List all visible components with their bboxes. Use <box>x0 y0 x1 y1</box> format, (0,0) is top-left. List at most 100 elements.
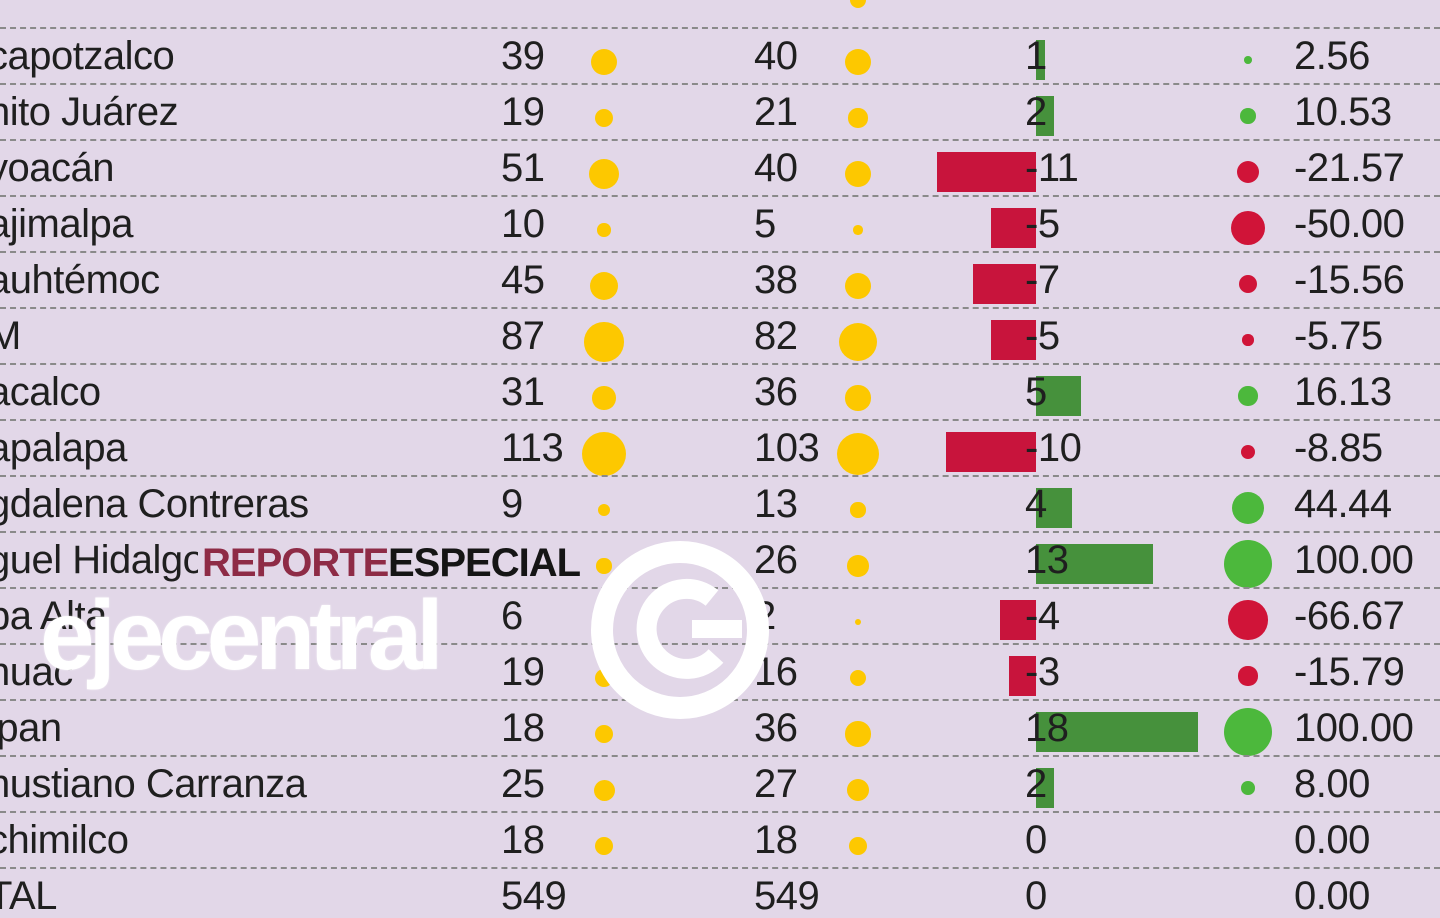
row-separator <box>0 139 1440 141</box>
table-row: M 87 82 -5 -5.75 <box>0 308 1440 364</box>
bubble-second <box>849 669 867 687</box>
value-percent: 8.00 <box>1294 762 1370 806</box>
value-percent: 44.44 <box>1294 482 1392 526</box>
diff-bar-decrease <box>937 152 1036 192</box>
value-second: 40 <box>754 34 798 78</box>
row-label: ajimalpa <box>0 202 133 246</box>
value-percent: -21.57 <box>1294 146 1405 190</box>
bubble-first <box>589 271 619 301</box>
value-percent: -5.75 <box>1294 314 1383 358</box>
pct-dot-increase <box>1241 781 1255 795</box>
table-row: auhtémoc 45 38 -7 -15.56 <box>0 252 1440 308</box>
diff-bar-increase <box>1036 488 1072 528</box>
bubble-first <box>598 616 610 628</box>
bubble-second <box>849 837 867 855</box>
row-separator <box>0 251 1440 253</box>
diff-bar-increase <box>1036 96 1054 136</box>
pct-dot-increase <box>1244 56 1252 64</box>
bubble-first <box>593 779 615 801</box>
value-second: 18 <box>754 818 798 862</box>
value-second: 26 <box>754 538 798 582</box>
bubble-first <box>584 322 624 362</box>
row-separator <box>0 419 1440 421</box>
value-first: 6 <box>501 594 523 638</box>
value-percent: -66.67 <box>1294 594 1405 638</box>
table-row: apalapa 113 103 -10 -8.85 <box>0 420 1440 477</box>
value-second: 38 <box>754 258 798 302</box>
value-second: 5 <box>754 202 776 246</box>
value-first: 19 <box>501 90 545 134</box>
value-second: 40 <box>754 146 798 190</box>
value-first: 13 <box>501 538 545 582</box>
row-separator <box>0 867 1440 869</box>
table-row: guel Hidalgo 13 26 13 100.00 <box>0 532 1440 588</box>
diff-bar-decrease <box>1000 600 1036 640</box>
value-first: 51 <box>501 146 545 190</box>
table-row: capotzalco 39 40 1 2.56 <box>0 28 1440 84</box>
value-percent: -15.79 <box>1294 650 1405 694</box>
bubble-second <box>847 555 869 577</box>
value-first: 87 <box>501 314 545 358</box>
value-difference: 13 <box>1025 538 1069 582</box>
bubble-second <box>855 619 861 625</box>
bubble-first <box>594 668 614 688</box>
bubble-first <box>595 837 613 855</box>
row-label: capotzalco <box>0 34 175 78</box>
value-percent: -50.00 <box>1294 202 1405 246</box>
pct-dot-decrease <box>1240 444 1256 460</box>
row-label: pa Alta <box>0 594 107 638</box>
bubble-first <box>592 386 616 410</box>
pct-dot-increase <box>1224 708 1272 756</box>
value-second: 27 <box>754 762 798 806</box>
bubble-first <box>597 223 611 237</box>
row-separator <box>0 363 1440 365</box>
row-label: huac <box>0 650 73 694</box>
value-first: 113 <box>501 426 564 470</box>
value-second: 36 <box>754 706 798 750</box>
value-first: 39 <box>501 34 545 78</box>
table-row: gdalena Contreras 9 13 4 44.44 <box>0 476 1440 532</box>
value-difference: 5 <box>1025 370 1047 414</box>
total-row: TAL 549 549 0 0.00 <box>0 868 1440 918</box>
row-label: acalco <box>0 370 101 414</box>
bubble-second <box>836 432 880 476</box>
pct-dot-decrease <box>1242 334 1254 346</box>
value-difference: -4 <box>1025 594 1060 638</box>
bubble-second <box>848 108 868 128</box>
value-percent: 10.53 <box>1294 90 1392 134</box>
value-first: 25 <box>501 762 545 806</box>
row-separator <box>0 307 1440 309</box>
bubble-second <box>845 273 871 299</box>
value-percent: 0.00 <box>1294 818 1370 862</box>
diff-bar-increase <box>1036 544 1153 584</box>
diff-bar-decrease <box>991 320 1036 360</box>
value-difference: -5 <box>1025 202 1060 246</box>
pct-dot-increase <box>1238 386 1258 406</box>
value-difference: 4 <box>1025 482 1047 526</box>
table-row: lpan 18 36 18 100.00 <box>0 700 1440 756</box>
value-difference: 18 <box>1025 706 1069 750</box>
value-percent: -15.56 <box>1294 258 1405 302</box>
pct-dot-decrease <box>1238 666 1258 686</box>
value-second: 103 <box>754 426 820 470</box>
value-difference: 2 <box>1025 762 1047 806</box>
diff-bar-decrease <box>973 264 1036 304</box>
bubble-first <box>594 108 614 128</box>
bubble-first <box>595 725 613 743</box>
row-label: nito Juárez <box>0 90 179 134</box>
bubble-second <box>847 779 869 801</box>
bubble-first <box>590 48 618 76</box>
value-first: 18 <box>501 706 545 750</box>
table-row: tlacoyoacán <box>0 0 1440 28</box>
row-label: apalapa <box>0 426 127 470</box>
row-label: gdalena Contreras <box>0 482 309 526</box>
value-percent: 0.00 <box>1294 874 1370 918</box>
bubble-second <box>850 502 866 518</box>
value-first: 31 <box>501 370 545 414</box>
value-percent: 100.00 <box>1294 538 1414 582</box>
row-separator <box>0 475 1440 477</box>
value-second: 21 <box>754 90 798 134</box>
bubble-second <box>845 721 871 747</box>
value-percent: 100.00 <box>1294 706 1414 750</box>
